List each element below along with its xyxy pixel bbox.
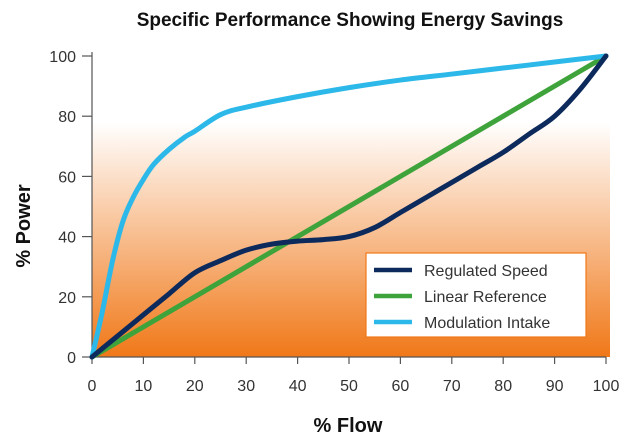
- y-tick-label: 80: [58, 109, 76, 126]
- series-layer: [89, 53, 609, 360]
- series-line-regulated-speed: [89, 53, 609, 360]
- x-tick-label: 50: [340, 378, 358, 395]
- x-tick-label: 90: [546, 378, 564, 395]
- x-tick-label: 40: [289, 378, 307, 395]
- x-tick-label: 0: [88, 378, 97, 395]
- x-tick-label: 100: [593, 378, 620, 395]
- y-tick-label: 60: [58, 169, 76, 186]
- x-tick-label: 20: [186, 378, 204, 395]
- y-tick-label: 100: [49, 49, 76, 66]
- y-tick-label: 20: [58, 290, 76, 307]
- legend-label-linear-reference: Linear Reference: [424, 289, 547, 306]
- x-tick-label: 70: [443, 378, 461, 395]
- x-tick-label: 30: [237, 378, 255, 395]
- y-tick-label: 0: [67, 350, 76, 367]
- legend: Regulated Speed Linear Reference Modulatio…: [365, 252, 587, 338]
- x-tick-label: 80: [494, 378, 512, 395]
- x-tick-label: 60: [392, 378, 410, 395]
- x-tick-label: 10: [135, 378, 153, 395]
- chart-title: Specific Performance Showing Energy Savi…: [137, 10, 564, 31]
- legend-label-regulated-speed: Regulated Speed: [424, 263, 548, 280]
- y-tick-label: 40: [58, 230, 76, 247]
- legend-label-modulation-intake: Modulation Intake: [424, 315, 550, 332]
- series-line-modulation-intake: [89, 53, 609, 360]
- y-axis-label: % Power: [13, 184, 35, 268]
- x-axis-label: % Flow: [314, 415, 383, 436]
- series-line-linear-reference: [89, 53, 609, 360]
- axes: 0 10 20 30 40 50 60 70 80 90 100 0 20 40 60 80 100: [49, 49, 619, 395]
